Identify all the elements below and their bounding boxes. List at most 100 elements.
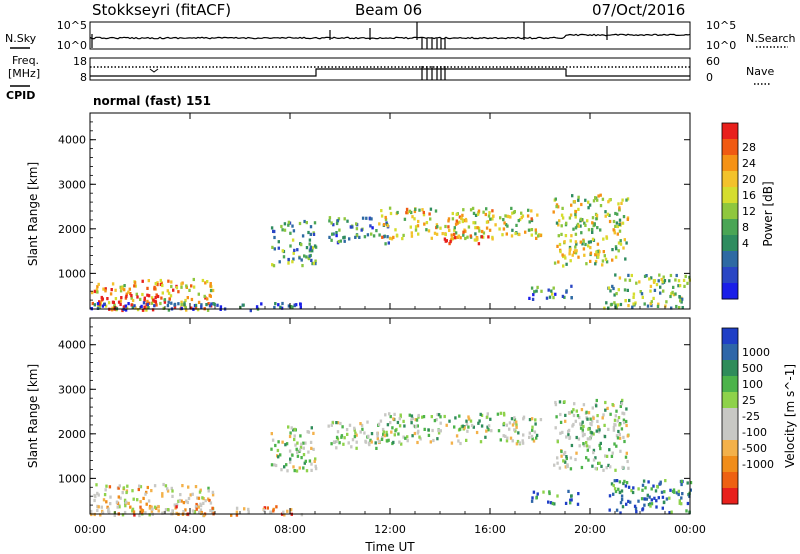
echo-cell [470,423,474,428]
echo-cell [551,501,554,506]
echo-cell [207,486,210,490]
echo-cell [302,441,305,445]
echo-cell [526,214,530,218]
echo-cell [510,206,513,210]
echo-cell [309,232,312,236]
echo-cell [96,302,100,306]
echo-cell [211,493,215,497]
echo-cell [197,292,200,296]
echo-cell [630,489,633,493]
echo-cell [556,244,559,248]
echo-cell [596,226,599,230]
echo-cell [616,212,619,216]
echo-cell [620,402,624,406]
echo-cell [95,483,98,487]
echo-cell [383,434,387,438]
freq-right-tick-bottom: 0 [706,71,713,84]
echo-cell [557,205,560,209]
echo-cell [643,497,646,501]
echo-cell [466,429,469,433]
echo-cell [611,248,614,252]
echo-cell [109,495,112,499]
echo-cell [453,232,456,236]
echo-cell [377,422,381,426]
echo-cell [93,289,97,293]
echo-cell [353,435,357,439]
echo-cell [587,458,590,462]
echo-cell [574,215,577,219]
echo-cell [143,298,146,302]
echo-cell [327,424,330,428]
echo-cell [198,510,201,514]
echo-cell [622,412,626,416]
echo-cell [606,212,610,216]
echo-cell [594,196,597,200]
echo-cell [328,216,332,220]
echo-cell [680,496,683,500]
echo-cell [615,247,618,251]
echo-cell [662,500,666,505]
echo-cell [332,440,336,444]
echo-cell [389,211,393,216]
echo-cell [205,303,208,307]
echo-cell [198,490,202,494]
echo-cell [560,454,563,458]
echo-cell [355,446,358,450]
echo-cell [370,432,374,436]
echo-cell [300,258,303,262]
echo-cell [572,408,575,412]
echo-cell [643,302,646,306]
echo-cell [111,306,114,310]
echo-cell [530,228,534,232]
echo-cell [121,513,125,517]
colorbar-tick-label: 25 [742,394,756,407]
echo-cell [536,492,539,496]
echo-cell [466,235,469,239]
echo-cell [97,505,100,509]
echo-cell [142,301,146,305]
echo-cell [242,303,245,307]
echo-cell [277,303,280,307]
echo-cell [153,484,157,488]
echo-cell [587,411,591,415]
echo-cell [163,300,167,304]
echo-cell [569,239,572,243]
echo-cell [414,418,417,422]
echo-cell [572,413,576,418]
echo-cell [411,416,414,421]
echo-cell [592,432,595,436]
echo-cell [125,500,128,504]
echo-cell [197,505,200,509]
echo-cell [305,255,308,259]
echo-cell [141,279,144,283]
echo-cell [287,261,290,265]
echo-cell [117,495,120,499]
echo-cell [173,503,176,507]
echo-cell [472,211,476,215]
echo-cell [309,247,312,251]
echo-cell [591,227,594,232]
colorbar-tick-label: 12 [742,205,756,218]
echo-cell [487,424,491,428]
echo-cell [97,493,100,497]
echo-cell [421,208,424,212]
echo-cell [348,237,351,241]
echo-cell [127,302,130,306]
echo-cell [625,502,628,506]
echo-cell [571,194,574,198]
freq-trace [90,68,690,77]
echo-cell [510,417,514,421]
colorbar-segment [722,424,738,441]
echo-cell [272,509,275,513]
freq-left-tick-bottom: 8 [80,71,87,84]
echo-cell [402,233,405,237]
echo-cell [385,433,389,437]
echo-cell [562,452,566,456]
echo-cell [621,411,624,415]
echo-cell [335,421,338,425]
echo-cell [650,487,653,491]
echo-cell [589,417,592,421]
echo-cell [286,509,289,513]
echo-cell [209,289,213,293]
echo-cell [310,468,313,472]
